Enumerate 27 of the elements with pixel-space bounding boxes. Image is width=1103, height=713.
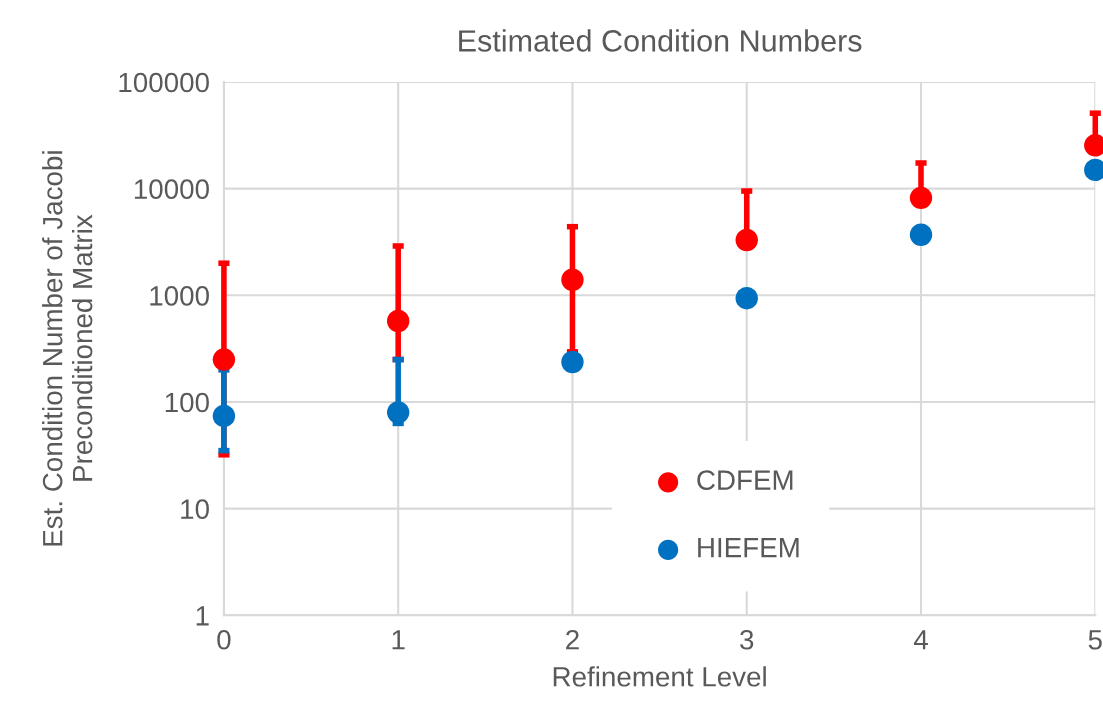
y-tick-label: 100 [165, 392, 209, 413]
point [735, 228, 758, 252]
x-tick-label: 5 [1088, 630, 1102, 650]
y-tick-label: 100000 [119, 72, 209, 93]
point [561, 350, 584, 374]
point [909, 223, 933, 246]
point [909, 186, 933, 210]
x-tick-label: 4 [913, 630, 928, 650]
y-tick-label: 1 [196, 606, 209, 626]
y-tick-label: 10 [181, 499, 209, 519]
chart-title: Estimated Condition Numbers [459, 29, 862, 52]
point [735, 286, 758, 310]
point [561, 268, 584, 291]
x-tick-label: 1 [392, 630, 405, 650]
legend-label: HIEFEM [698, 538, 799, 558]
y-axis-title: Est. Condition Number of Jacobi Preconditioned Matrix [42, 151, 93, 546]
y-tick-label: 10000 [134, 179, 209, 199]
x-tick-label: 0 [217, 629, 231, 650]
legend-label: CDFEM [697, 470, 793, 490]
x-tick-label: 2 [566, 629, 579, 650]
point [386, 309, 410, 333]
x-tick-label: 3 [740, 629, 754, 650]
point [212, 404, 236, 428]
point [386, 401, 410, 424]
x-axis-title: Refinement Level [553, 666, 766, 687]
point [212, 348, 236, 371]
y-tick-label: 1000 [150, 285, 209, 306]
